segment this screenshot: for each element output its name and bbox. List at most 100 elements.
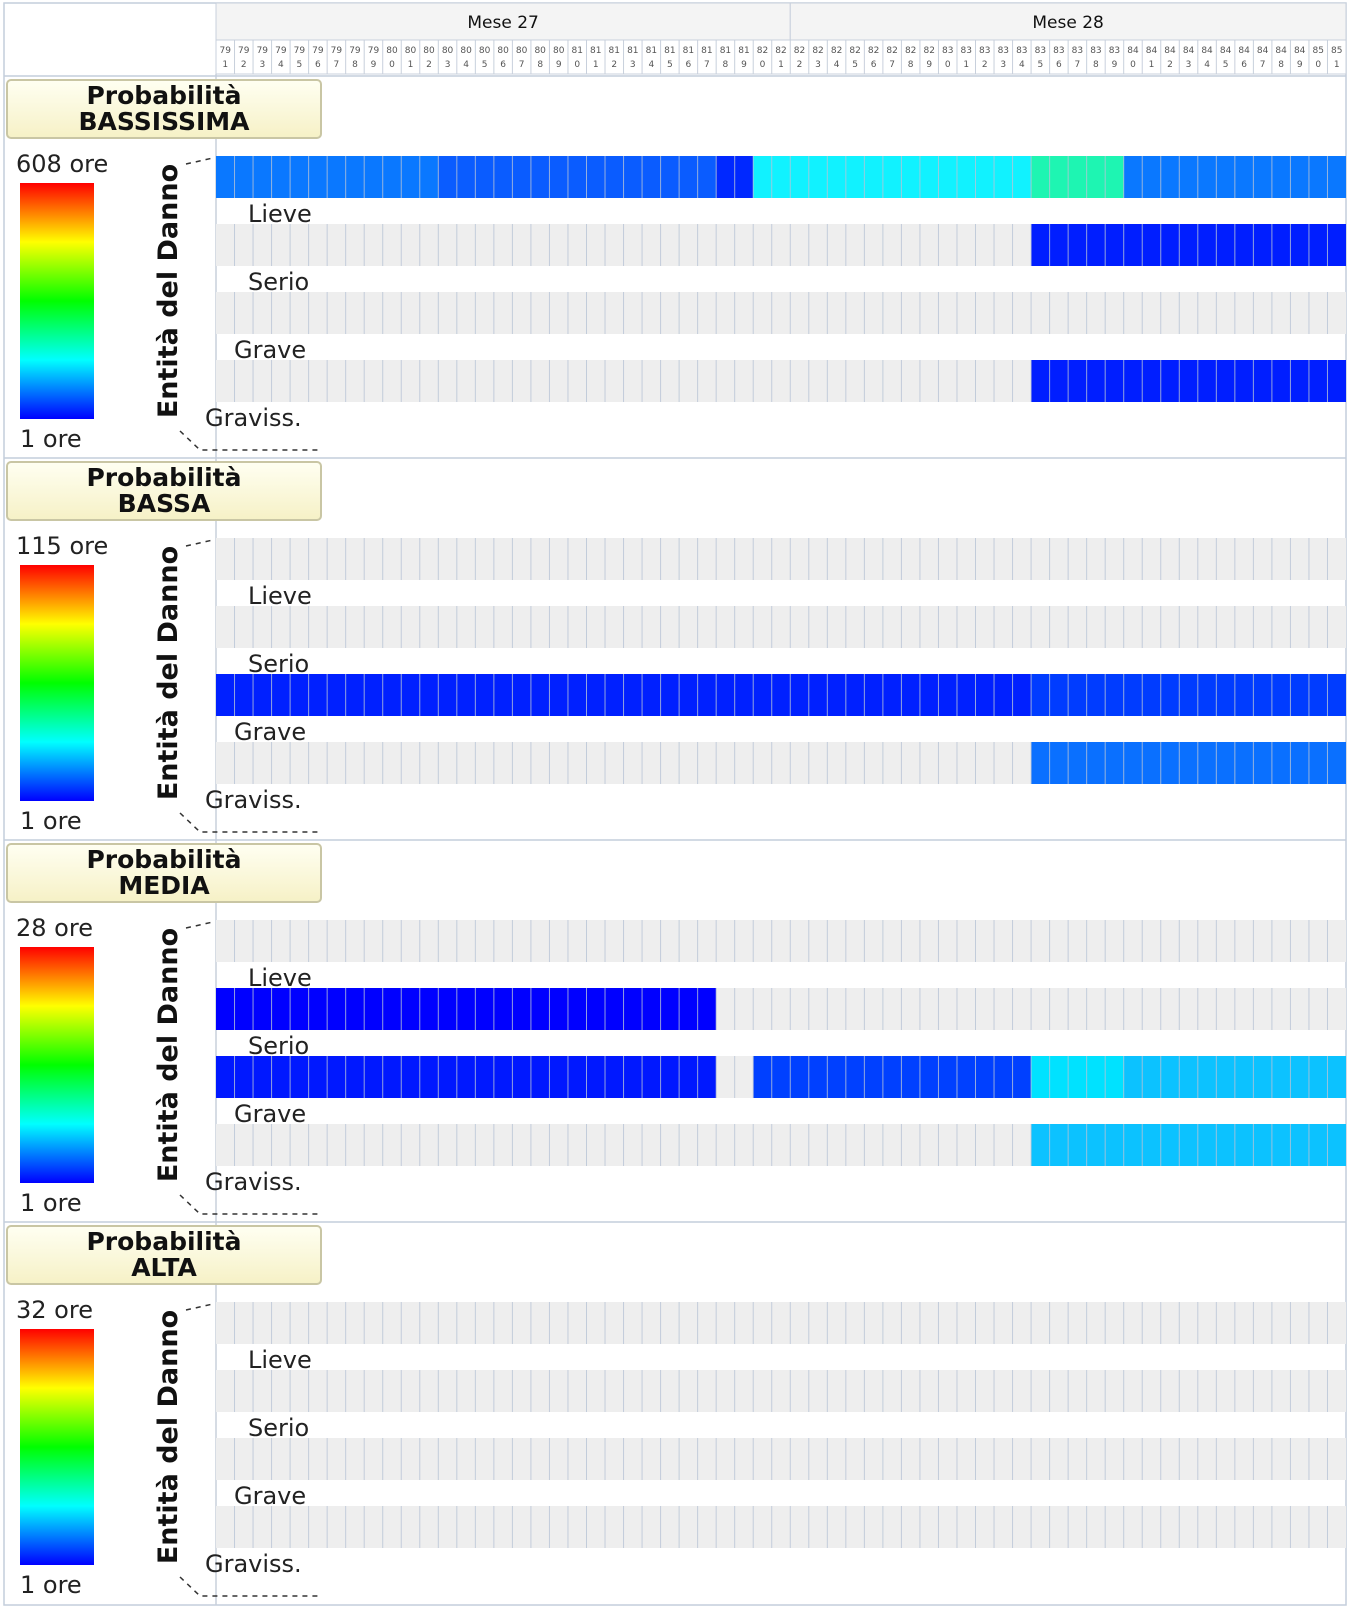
day-label-units: 8: [723, 60, 729, 70]
row-label: Graviss.: [205, 1550, 302, 1578]
day-label-tens: 81: [590, 46, 601, 56]
day-label-tens: 80: [497, 46, 509, 56]
heatmap-segment: [216, 1056, 717, 1098]
heatmap-row-background: [216, 538, 1346, 580]
axis-bracket-top: [185, 157, 214, 165]
day-label-units: 0: [1315, 60, 1321, 70]
row-label: Grave: [234, 1482, 306, 1510]
day-label-units: 7: [1075, 60, 1081, 70]
day-label-units: 3: [1186, 60, 1192, 70]
day-label-units: 1: [1334, 60, 1340, 70]
heatmap-row-background: [216, 292, 1346, 334]
day-label-units: 9: [556, 60, 562, 70]
day-label-tens: 79: [368, 46, 380, 56]
day-label-tens: 81: [609, 46, 620, 56]
day-label-units: 7: [889, 60, 895, 70]
day-label-tens: 84: [1146, 46, 1158, 56]
day-label-tens: 84: [1183, 46, 1195, 56]
heatmap-segment: [1031, 742, 1346, 784]
day-label-tens: 80: [516, 46, 528, 56]
day-label-tens: 84: [1164, 46, 1176, 56]
day-label-tens: 81: [738, 46, 749, 56]
day-header-row: [215, 39, 1347, 75]
day-label-units: 4: [278, 60, 284, 70]
row-label: Serio: [248, 268, 309, 296]
legend-max-label: 608 ore: [16, 150, 108, 178]
panel-title-box: [6, 461, 322, 521]
heatmap-segment: [1031, 224, 1346, 266]
axis-bracket-top: [185, 921, 214, 929]
row-label: Serio: [248, 650, 309, 678]
panel-title-line2: BASSA: [118, 489, 211, 518]
day-label-units: 0: [389, 60, 395, 70]
day-label-tens: 84: [1294, 46, 1306, 56]
day-label-tens: 79: [220, 46, 232, 56]
day-label-units: 3: [259, 60, 265, 70]
legend-max-label: 115 ore: [16, 532, 108, 560]
day-label-units: 2: [797, 60, 803, 70]
day-label-units: 9: [741, 60, 747, 70]
legend-max-label: 28 ore: [16, 914, 93, 942]
day-label-units: 6: [500, 60, 506, 70]
panel-title-line2: BASSISSIMA: [78, 107, 250, 136]
heatmap-row-background: [216, 920, 1346, 962]
day-label-tens: 82: [886, 46, 897, 56]
day-label-units: 2: [611, 60, 617, 70]
day-label-units: 9: [1297, 60, 1303, 70]
day-label-units: 4: [834, 60, 840, 70]
day-label-tens: 79: [275, 46, 287, 56]
day-label-units: 2: [982, 60, 988, 70]
row-label: Graviss.: [205, 1168, 302, 1196]
day-label-tens: 81: [701, 46, 712, 56]
day-label-units: 7: [334, 60, 340, 70]
day-label-tens: 79: [294, 46, 306, 56]
day-label-units: 1: [222, 60, 228, 70]
day-label-tens: 84: [1238, 46, 1250, 56]
day-label-units: 2: [241, 60, 247, 70]
day-label-units: 2: [426, 60, 432, 70]
axis-bracket-bottom: [179, 812, 322, 833]
heatmap-row-background: [216, 1302, 1346, 1344]
day-label-tens: 84: [1257, 46, 1269, 56]
panel-title-box: [6, 79, 322, 139]
day-label-tens: 79: [238, 46, 250, 56]
row-label: Graviss.: [205, 404, 302, 432]
day-label-units: 3: [1000, 60, 1006, 70]
row-label: Grave: [234, 1100, 306, 1128]
day-label-units: 8: [908, 60, 914, 70]
day-label-units: 4: [1019, 60, 1025, 70]
day-label-units: 4: [648, 60, 654, 70]
day-label-tens: 82: [905, 46, 916, 56]
day-label-tens: 83: [961, 46, 972, 56]
day-label-units: 5: [296, 60, 302, 70]
day-label-units: 5: [852, 60, 858, 70]
color-legend-bar: [20, 947, 94, 1183]
day-label-tens: 79: [312, 46, 324, 56]
heatmap-row-background: [216, 1370, 1346, 1412]
heatmap-segment: [1031, 1056, 1124, 1098]
day-label-units: 8: [352, 60, 358, 70]
day-label-tens: 82: [923, 46, 934, 56]
row-label: Lieve: [248, 964, 312, 992]
day-label-tens: 83: [998, 46, 1009, 56]
panel-title-line2: ALTA: [131, 1253, 197, 1282]
axis-label: Entità del Danno: [153, 928, 184, 1182]
day-label-tens: 81: [683, 46, 694, 56]
row-label: Grave: [234, 336, 306, 364]
heatmap-segment: [753, 1056, 1032, 1098]
day-label-units: 0: [945, 60, 951, 70]
day-label-tens: 82: [868, 46, 879, 56]
day-label-units: 3: [815, 60, 821, 70]
day-label-units: 5: [482, 60, 488, 70]
day-label-tens: 83: [1053, 46, 1064, 56]
legend-min-label: 1 ore: [20, 1571, 82, 1599]
day-label-tens: 81: [572, 46, 583, 56]
day-label-tens: 79: [257, 46, 269, 56]
day-label-tens: 84: [1275, 46, 1287, 56]
day-label-tens: 80: [479, 46, 491, 56]
day-label-units: 3: [445, 60, 451, 70]
day-label-tens: 80: [460, 46, 472, 56]
day-label-tens: 84: [1220, 46, 1232, 56]
row-label: Serio: [248, 1414, 309, 1442]
